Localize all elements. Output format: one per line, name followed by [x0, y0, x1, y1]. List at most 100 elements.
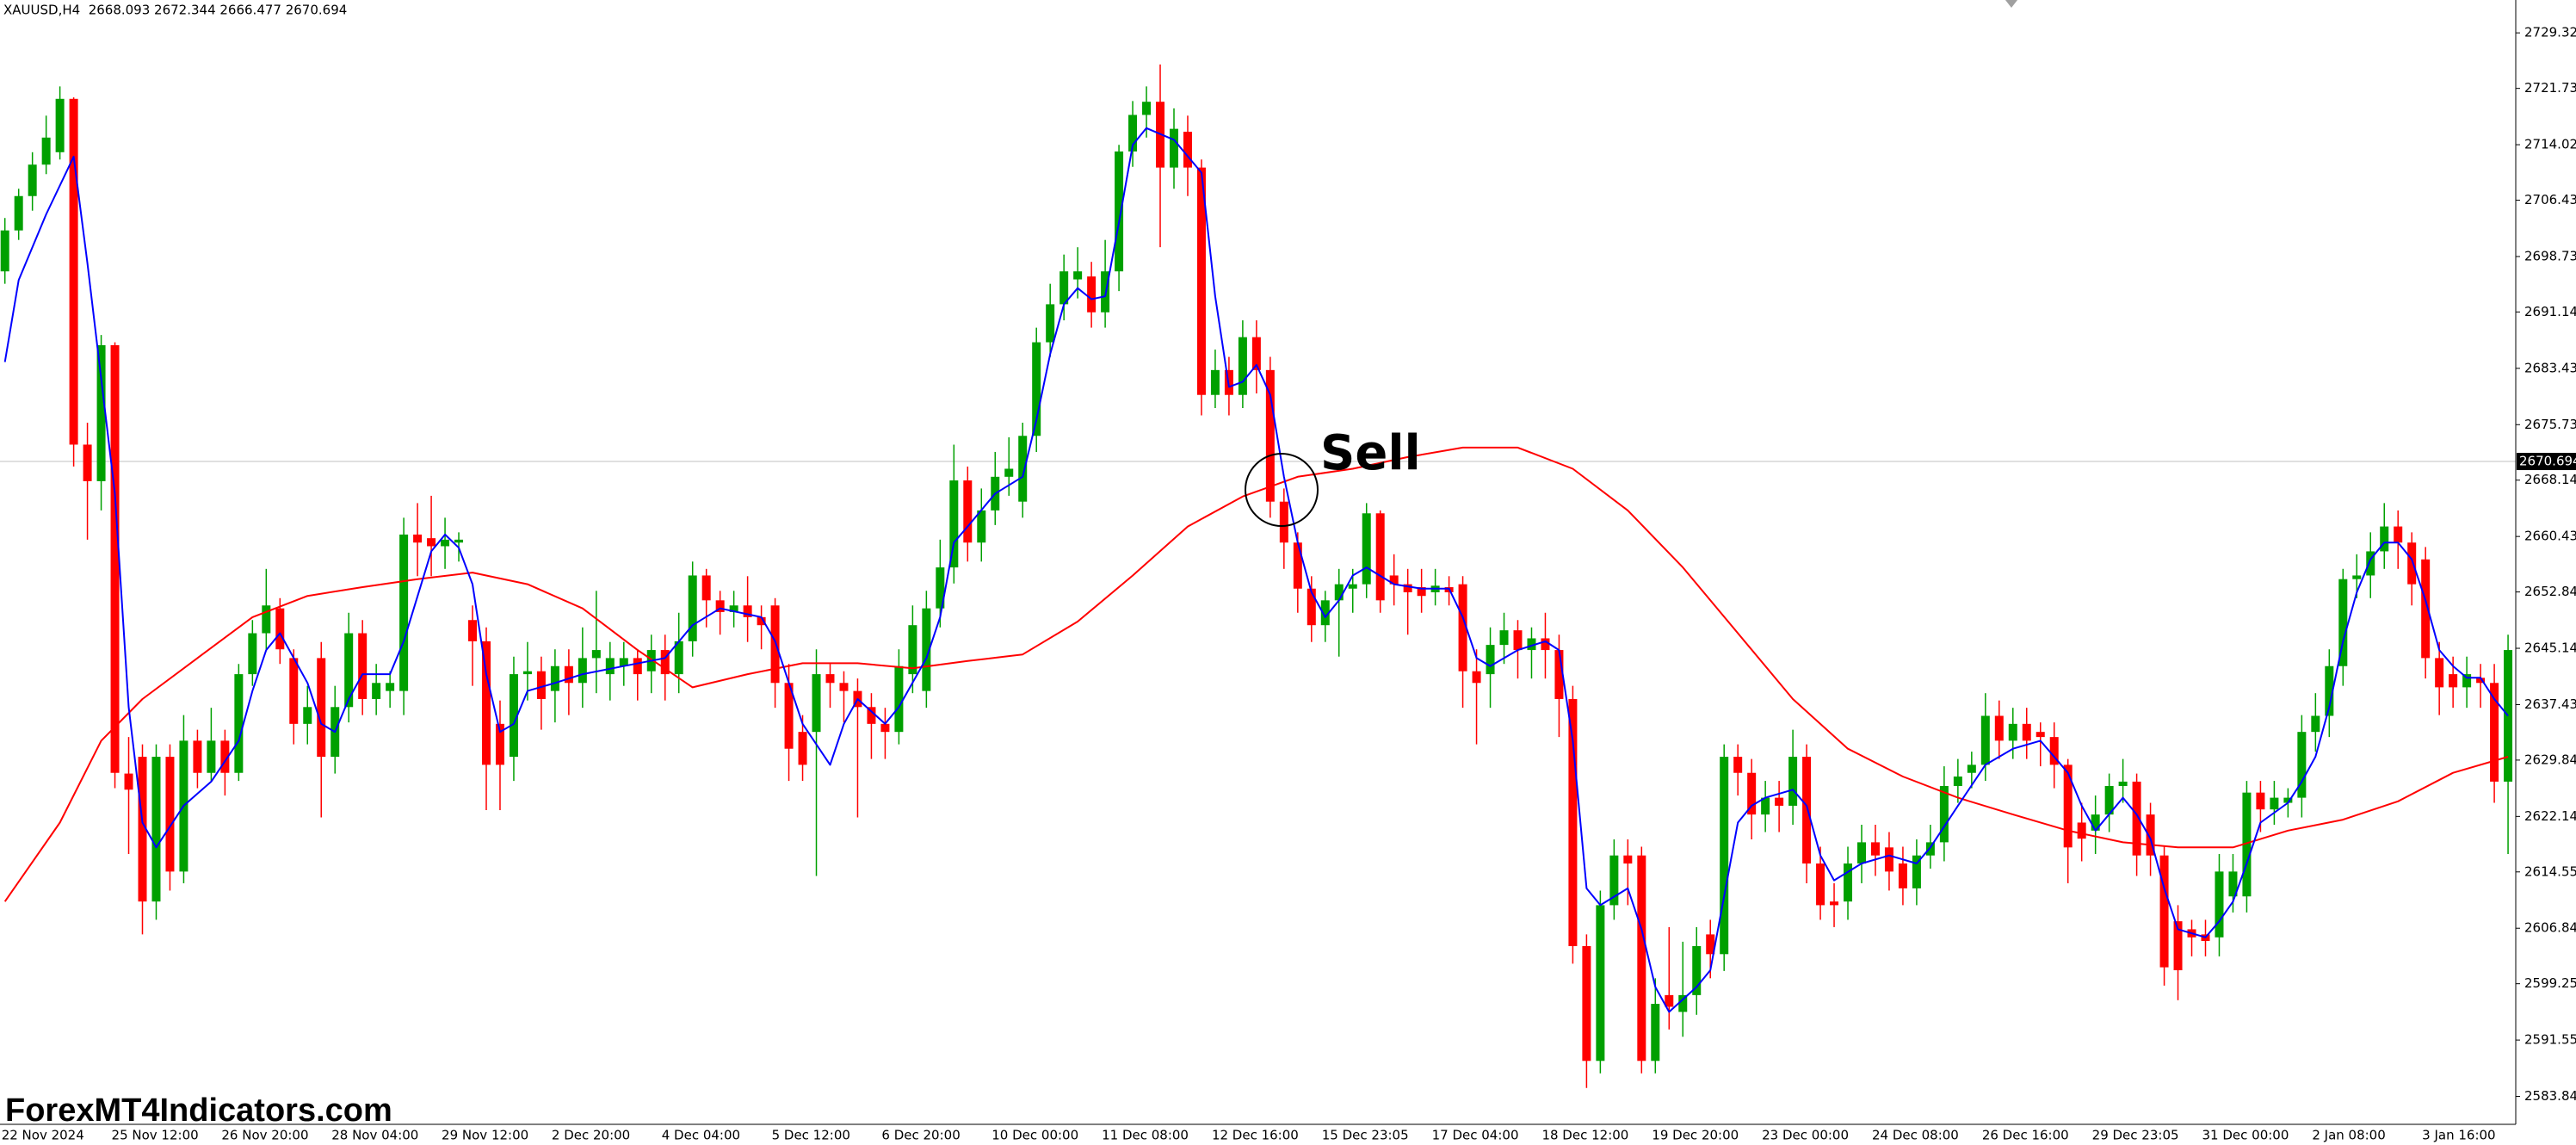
candle-body — [2008, 723, 2017, 741]
candle-body — [413, 534, 423, 543]
candle-body — [1004, 468, 1014, 477]
candle-body — [1802, 757, 1812, 864]
candle-body — [1348, 584, 1357, 589]
candle-body — [234, 674, 244, 773]
candle-body — [757, 616, 766, 626]
signal-circle — [1245, 453, 1319, 527]
candle-body — [55, 98, 65, 152]
candle-body — [275, 608, 285, 650]
x-tick-label: 11 Dec 08:00 — [1102, 1128, 1189, 1143]
candle-body — [1115, 151, 1124, 272]
candle-body — [1596, 905, 1605, 1061]
candle-body — [922, 608, 931, 691]
candle-body — [165, 757, 175, 872]
candle-body — [1389, 575, 1399, 585]
candle-body — [1499, 630, 1509, 646]
candle-body — [867, 707, 876, 724]
candle-body — [151, 757, 161, 902]
candle-body — [96, 344, 106, 481]
candle-body — [317, 658, 326, 758]
candle-body — [1472, 671, 1481, 684]
x-tick-label: 3 Jan 16:00 — [2422, 1128, 2495, 1143]
x-tick-label: 2 Dec 20:00 — [552, 1128, 630, 1143]
candle-body — [798, 732, 807, 765]
y-tick-label: 2729.325 — [2524, 25, 2576, 40]
candle-body — [564, 665, 573, 684]
candle-body — [770, 605, 780, 684]
candle-body — [2366, 551, 2375, 576]
candle-body — [2476, 678, 2486, 684]
candle-body — [0, 230, 9, 272]
candle-body — [482, 641, 491, 765]
x-tick-label: 26 Nov 20:00 — [221, 1128, 308, 1143]
candle-body — [619, 658, 628, 666]
y-tick-label: 2637.435 — [2524, 696, 2576, 712]
candle-body — [1541, 638, 1550, 651]
x-tick-label: 29 Nov 12:00 — [442, 1128, 528, 1143]
y-tick-label: 2683.435 — [2524, 360, 2576, 375]
candle-body — [1059, 271, 1069, 305]
candle-body — [372, 683, 381, 699]
candle-body — [536, 671, 546, 699]
candle-body — [1582, 945, 1591, 1061]
x-tick-label: 18 Dec 12:00 — [1541, 1128, 1628, 1143]
candle-body — [1980, 715, 1990, 765]
candle-body — [2091, 814, 2100, 831]
candle-body — [2035, 732, 2045, 738]
candle-body — [839, 683, 849, 691]
x-tick-label: 25 Nov 12:00 — [112, 1128, 199, 1143]
candle-body — [2462, 674, 2472, 688]
candle-body — [248, 633, 257, 675]
candle-body — [880, 723, 890, 733]
candle-body — [674, 641, 683, 675]
candle-body — [2049, 737, 2059, 765]
y-tick-label: 2645.140 — [2524, 641, 2576, 656]
candle-body — [1046, 304, 1055, 343]
candle-body — [729, 605, 738, 612]
candle-body — [1196, 167, 1206, 395]
candle-body — [2297, 732, 2307, 798]
candle-body — [2283, 797, 2293, 803]
candle-body — [2159, 855, 2169, 968]
candle-body — [936, 567, 945, 609]
candle-body — [468, 620, 478, 641]
candle-body — [1362, 513, 1371, 585]
y-tick-label: 2606.845 — [2524, 920, 2576, 936]
candle-body — [784, 683, 794, 749]
candle-body — [2490, 683, 2499, 782]
y-tick-label: 2583.845 — [2524, 1088, 2576, 1104]
candle-body — [963, 480, 973, 543]
candle-body — [1087, 276, 1096, 313]
signal-label: Sell — [1320, 425, 1421, 481]
moving-average-line — [3, 446, 2509, 902]
candle-body — [454, 539, 464, 543]
candle-body — [894, 665, 904, 733]
candle-body — [1170, 128, 1178, 168]
candle-body — [1251, 337, 1261, 370]
candle-body — [591, 650, 601, 659]
candle-body — [2338, 579, 2348, 666]
candle-body — [2228, 871, 2238, 897]
candle-body — [825, 674, 835, 684]
y-tick-label: 2629.845 — [2524, 752, 2576, 767]
candle-body — [550, 665, 559, 691]
y-tick-label: 2714.025 — [2524, 137, 2576, 152]
candle-body — [83, 444, 92, 481]
candle-body — [1857, 842, 1866, 864]
candle-body — [1665, 994, 1674, 1007]
candle-body — [2449, 674, 2458, 688]
candle-body — [193, 740, 202, 773]
candle-body — [262, 605, 271, 634]
candle-body — [743, 605, 752, 617]
candle-body — [2421, 559, 2431, 659]
candle-body — [2311, 715, 2320, 733]
candle-body — [1912, 855, 1921, 888]
x-tick-label: 26 Dec 16:00 — [1982, 1128, 2069, 1143]
current-price-label: 2670.694 — [2519, 454, 2576, 469]
candle-body — [949, 480, 959, 568]
y-tick-label: 2652.845 — [2524, 584, 2576, 599]
candle-body — [1870, 842, 1880, 856]
x-tick-label: 12 Dec 16:00 — [1212, 1128, 1299, 1143]
candle-body — [124, 773, 133, 790]
